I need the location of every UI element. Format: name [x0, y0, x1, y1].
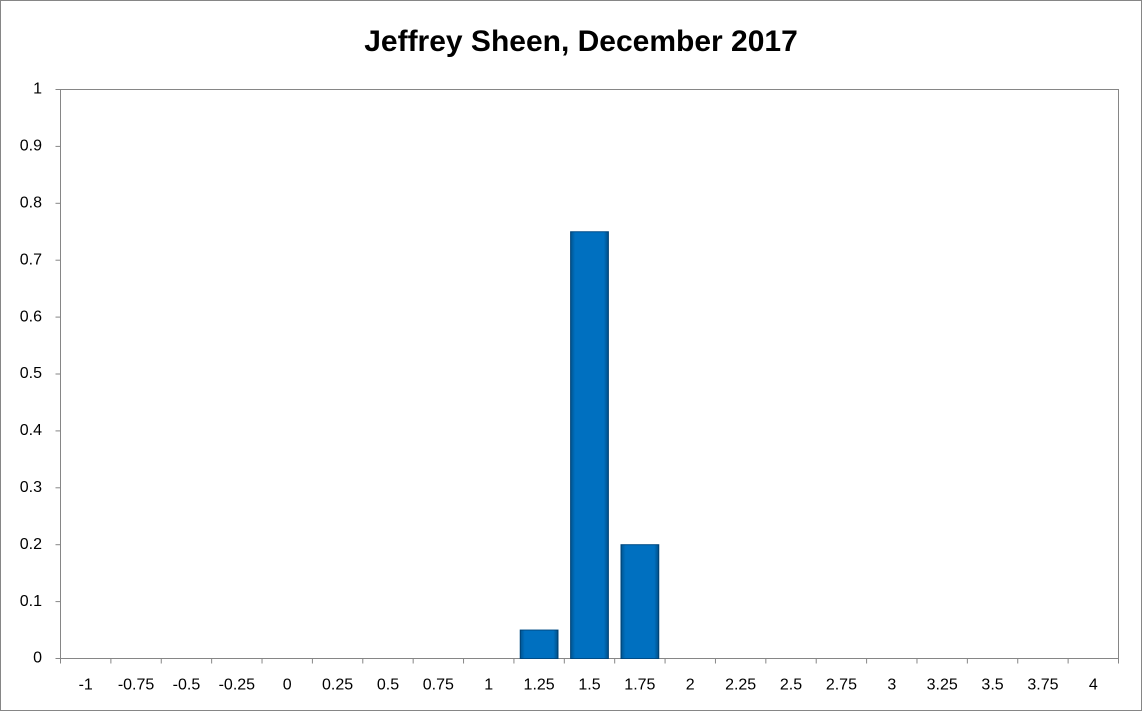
x-tick-label: 3.25	[927, 677, 958, 694]
x-tick-label: 0.25	[322, 677, 353, 694]
x-tick-label: 2	[686, 677, 695, 694]
x-tick-label: 2.5	[780, 677, 802, 694]
x-tick-label: 0	[283, 677, 292, 694]
x-tick-label: -0.5	[173, 677, 201, 694]
bar	[570, 231, 609, 659]
x-tick-label: 0.5	[377, 677, 399, 694]
x-tick-label: 1	[484, 677, 493, 694]
x-tick-label: 4	[1089, 677, 1098, 694]
y-tick-label: 0.2	[20, 536, 42, 553]
y-tick-label: 0.3	[20, 479, 42, 496]
y-tick-label: 0.8	[20, 195, 42, 212]
x-tick-label: 1.5	[578, 677, 600, 694]
y-tick-label: 0.9	[20, 138, 42, 155]
y-tick-label: 0.4	[20, 422, 42, 439]
y-tick-label: 0.1	[20, 593, 42, 610]
y-tick-label: 1	[33, 81, 42, 98]
x-tick-label: 2.25	[725, 677, 756, 694]
x-tick-label: -0.75	[118, 677, 155, 694]
x-tick-label: -1	[79, 677, 93, 694]
bar	[620, 544, 660, 660]
x-tick-label: 3	[887, 677, 896, 694]
y-tick-label: 0.5	[20, 365, 42, 382]
bar	[519, 629, 559, 659]
x-tick-label: 3.75	[1027, 677, 1058, 694]
x-tick-label: 3.5	[981, 677, 1003, 694]
chart-title: Jeffrey Sheen, December 2017	[364, 25, 798, 58]
y-tick-label: 0.6	[20, 308, 42, 325]
x-tick-label: 1.75	[624, 677, 655, 694]
y-tick-label: 0	[33, 650, 42, 667]
x-tick-label: 2.75	[826, 677, 857, 694]
x-tick-label: 1.25	[524, 677, 555, 694]
y-tick-label: 0.7	[20, 251, 42, 268]
x-tick-label: 0.75	[423, 677, 454, 694]
x-tick-label: -0.25	[219, 677, 256, 694]
